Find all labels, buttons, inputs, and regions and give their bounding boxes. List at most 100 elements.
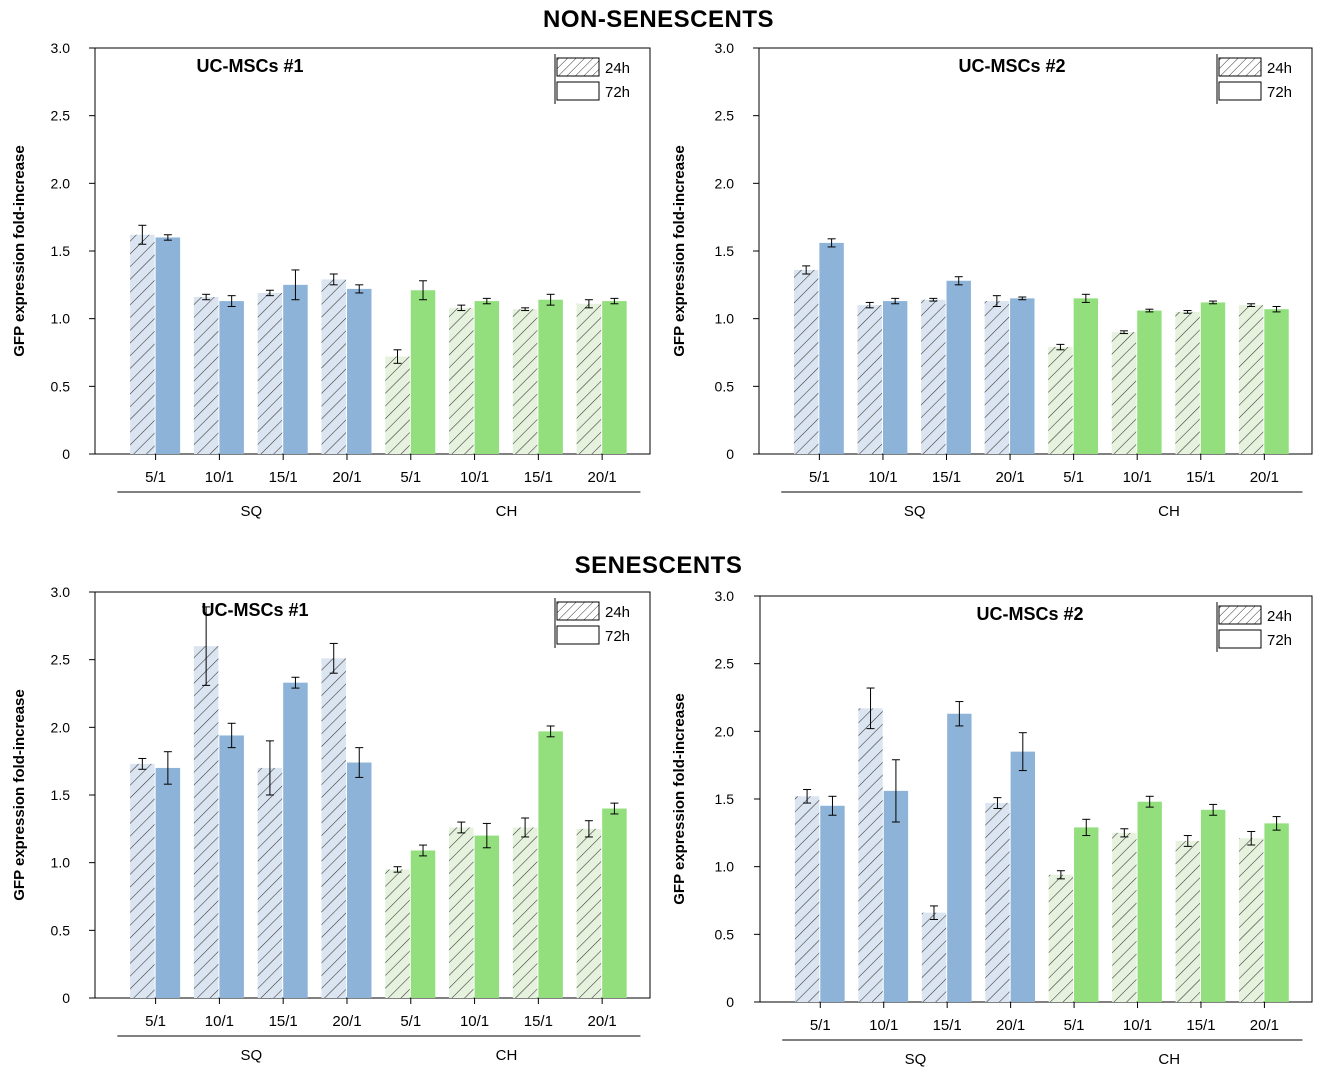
section-title-non-senescents: NON-SENESCENTS [542,6,775,33]
group-label: SQ [240,1047,262,1064]
legend-label: 24h [1267,60,1292,77]
x-tick-label: 10/1 [869,1017,898,1034]
bar-72h [1010,751,1035,1002]
y-tick-label: 1.0 [51,855,71,871]
chart-title: UC-MSCs #2 [958,56,1065,76]
x-tick-label: 20/1 [995,469,1024,486]
bar-72h [820,805,845,1002]
x-tick-label: 15/1 [1186,1017,1215,1034]
group-label: SQ [905,1051,927,1068]
x-tick-label: 10/1 [1123,1017,1152,1034]
bar-24h [858,708,883,1002]
x-tick-label: 5/1 [810,1017,831,1034]
y-tick-label: 0.5 [715,378,735,394]
y-tick-label: 3.0 [51,40,71,56]
x-tick-label: 10/1 [868,469,897,486]
y-tick-label: 1.5 [51,787,71,803]
y-tick-label: 1.5 [51,243,71,259]
chart-panel-senescent-ucmsc2: 0 0.5 1.0 1.5 2.0 2.5 3.0 GFP expression fold-i… [671,588,1313,1068]
legend-label: 24h [605,60,630,77]
y-tick-label: 2.5 [51,108,71,124]
bar-72h [538,731,563,998]
bar-24h [1048,347,1073,454]
y-tick-label: 3.0 [715,588,735,604]
bar-24h [1175,311,1200,454]
bar-72h [1200,809,1226,1002]
x-tick-label: 15/1 [932,469,961,486]
group-label: CH [496,503,518,520]
bar-24h [385,356,410,454]
bar-72h [946,280,971,454]
y-tick-label: 1.0 [715,859,735,875]
bar-72h [947,713,972,1002]
bar-24h [984,301,1010,454]
bar-72h [1010,298,1035,454]
bar-72h [219,301,244,454]
bar-72h [1200,302,1226,454]
bar-72h [219,735,244,998]
y-tick-label: 2.0 [715,723,735,739]
legend-label: 24h [1267,608,1292,625]
bar-24h [857,305,882,454]
y-tick-label: 1.0 [51,311,71,327]
bar-24h [1239,838,1264,1002]
group-label: CH [496,1047,518,1064]
bar-72h [1137,801,1162,1002]
bar-24h [449,827,474,998]
bar-24h [1175,840,1200,1002]
y-tick-label: 2.5 [715,108,735,124]
chart-panel-non-senescent-ucmsc1: 0 0.5 1.0 1.5 2.0 2.5 3.0 GFP expression fold-i… [11,40,651,520]
chart-panel-senescent-ucmsc1: 0 0.5 1.0 1.5 2.0 2.5 3.0 GFP expression fold-i… [11,584,651,1064]
bar-24h [921,912,947,1002]
legend-swatch-24h [1218,605,1262,625]
bar-72h [410,850,436,998]
x-tick-label: 5/1 [145,469,166,486]
bar-24h [193,297,219,454]
bar-72h [819,242,844,454]
bar-72h [410,290,436,454]
y-tick-label: 1.5 [715,243,735,259]
x-tick-label: 10/1 [460,1013,489,1030]
y-tick-label: 0 [62,446,70,462]
x-tick-label: 20/1 [588,469,617,486]
legend-label: 72h [605,84,630,101]
bar-72h [1137,310,1162,454]
bar-24h [512,827,538,998]
chart-title: UC-MSCs #2 [976,604,1083,624]
bar-72h [283,284,308,454]
bar-72h [883,790,909,1002]
bar-72h [346,288,372,454]
y-tick-label: 2.0 [715,175,735,191]
y-tick-label: 0.5 [715,926,735,942]
x-tick-label: 20/1 [588,1013,617,1030]
group-label: SQ [904,503,926,520]
bar-24h [794,796,820,1002]
bar-24h [985,803,1010,1002]
group-label: CH [1158,503,1180,520]
x-tick-label: 5/1 [400,1013,421,1030]
bar-24h [576,303,602,454]
legend-label: 24h [605,604,630,621]
bar-24h [1112,832,1137,1002]
bar-24h [1111,332,1137,454]
x-tick-label: 5/1 [809,469,830,486]
chart-panel-non-senescent-ucmsc2: 0 0.5 1.0 1.5 2.0 2.5 3.0 GFP expression fold-i… [671,40,1313,520]
chart-title: UC-MSCs #1 [201,600,308,620]
legend-swatch-72h [556,81,600,101]
section-title-senescents: SENESCENTS [574,552,743,579]
y-tick-label: 1.5 [715,791,735,807]
y-axis-label: GFP expression fold-increase [11,145,28,356]
legend-swatch-72h [1218,629,1262,649]
x-tick-label: 15/1 [933,1017,962,1034]
legend-swatch-24h [556,601,600,621]
bar-24h [576,828,602,998]
bar-72h [882,301,908,454]
bar-24h [1238,305,1264,454]
y-tick-label: 0 [62,990,70,1006]
group-label: SQ [240,503,262,520]
y-tick-label: 3.0 [51,584,71,600]
legend-label: 72h [1267,632,1292,649]
x-tick-label: 15/1 [1186,469,1215,486]
bar-72h [346,762,372,998]
legend-swatch-72h [1218,81,1262,101]
